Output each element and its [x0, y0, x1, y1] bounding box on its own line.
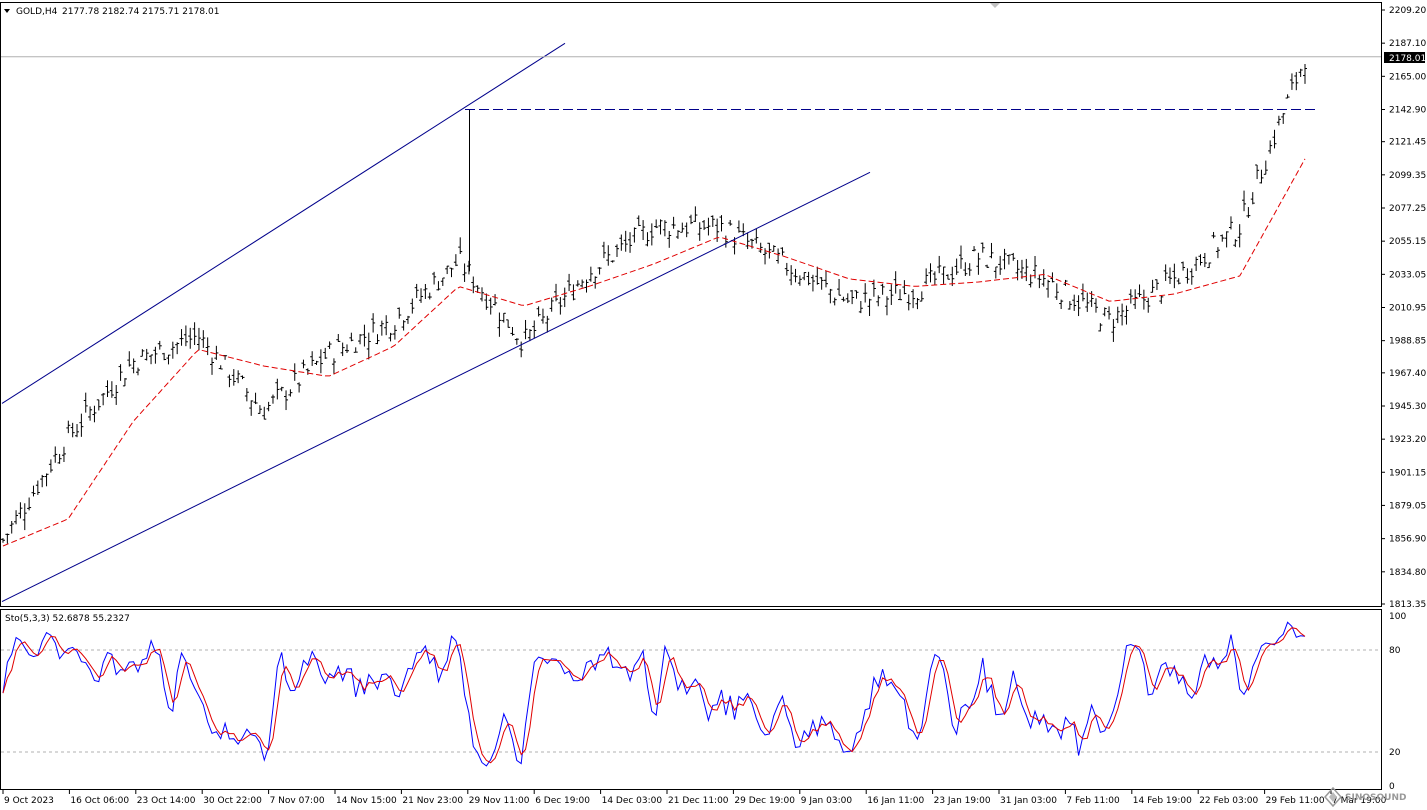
price-tick-label: 1879.05: [1389, 501, 1426, 511]
stochastic-axis-label: 100: [1389, 612, 1406, 622]
time-tick-label: 21 Nov 23:00: [402, 796, 463, 806]
time-tick-label: 6 Dec 19:00: [535, 796, 590, 806]
time-axis[interactable]: 9 Oct 2023 16 Oct 06:00 23 Oct 14:00 30 Oct…: [2, 789, 1387, 806]
price-tick-label: 1988.85: [1389, 337, 1426, 347]
symbol-dropdown-icon[interactable]: [4, 9, 10, 13]
ohlc-readout: 2177.78 2182.74 2175.71 2178.01: [62, 7, 219, 17]
time-tick-label: 9 Oct 2023: [4, 796, 54, 806]
price-tick-label: 2077.25: [1389, 204, 1426, 214]
time-tick-label: 14 Dec 03:00: [602, 796, 663, 806]
time-tick-label: 30 Oct 22:00: [203, 796, 262, 806]
price-tick-label: 1856.90: [1389, 535, 1426, 545]
stochastic-axis-label: 80: [1389, 646, 1401, 656]
price-tick-label: 2055.15: [1389, 237, 1426, 247]
time-tick-label: 29 Nov 11:00: [469, 796, 530, 806]
price-tick-label: 2142.90: [1389, 105, 1426, 115]
time-tick-label: 9 Jan 03:00: [801, 796, 853, 806]
stochastic-pane-frame: [0, 609, 1382, 790]
stochastic-axis-label: 20: [1389, 748, 1401, 758]
current-price-tag-bg: [1384, 52, 1425, 63]
watermark: SINOSOUND: [1323, 786, 1406, 808]
time-tick-label: 29 Feb 11:00: [1266, 796, 1325, 806]
time-tick-label: 22 Feb 03:00: [1199, 796, 1258, 806]
stochastic-axis-label: 0: [1389, 782, 1395, 792]
price-tick-label: 1901.15: [1389, 468, 1426, 478]
price-tick-label: 1945.30: [1389, 402, 1426, 412]
time-tick-label: 7 Mar 19:00: [1332, 796, 1387, 806]
moving-average-line: [2, 158, 1306, 547]
diamond-logo-icon: [1323, 786, 1343, 808]
time-tick-label: 31 Jan 03:00: [1000, 796, 1057, 806]
time-tick-label: 16 Oct 06:00: [70, 796, 129, 806]
time-tick-label: 21 Dec 11:00: [668, 796, 729, 806]
channel-line-upper: [1, 42, 566, 404]
price-tick-label: 1967.40: [1389, 369, 1426, 379]
watermark-text: SINOSOUND: [1345, 793, 1406, 803]
price-tick-label: 1834.80: [1389, 568, 1426, 578]
price-axis[interactable]: 2209.20 2187.10 2165.00 2142.90 2121.45 2099.…: [1381, 6, 1426, 610]
price-tick-label: 1813.35: [1389, 600, 1426, 610]
stochastic-main-line: [2, 621, 1306, 767]
price-tick-label: 2099.35: [1389, 171, 1426, 181]
stochastic-series: 100 80 20 0: [1, 612, 1406, 792]
time-tick-label: 7 Feb 11:00: [1066, 796, 1120, 806]
price-tick-label: 2033.05: [1389, 270, 1426, 280]
stochastic-signal-line: [2, 627, 1306, 764]
time-tick-label: 16 Jan 11:00: [867, 796, 924, 806]
price-tick-label: 2121.45: [1389, 138, 1426, 148]
time-tick-label: 14 Feb 19:00: [1133, 796, 1192, 806]
main-pane-frame: [0, 2, 1382, 607]
price-tick-label: 1923.20: [1389, 435, 1426, 445]
current-price-tag: 2178.01: [1389, 54, 1426, 64]
time-tick-label: 14 Nov 15:00: [336, 796, 397, 806]
time-tick-label: 23 Oct 14:00: [137, 796, 196, 806]
price-tick-label: 2209.20: [1389, 6, 1426, 16]
chart-overlays: [1, 42, 1381, 602]
shift-marker-icon[interactable]: [990, 3, 1000, 8]
price-tick-label: 2165.00: [1389, 72, 1426, 82]
time-tick-label: 23 Jan 19:00: [934, 796, 991, 806]
candlestick-series: [1, 63, 1307, 544]
price-tick-label: 2187.10: [1389, 39, 1426, 49]
time-tick-label: 29 Dec 19:00: [734, 796, 795, 806]
price-tick-label: 2010.95: [1389, 303, 1426, 313]
symbol-label: GOLD,H4: [16, 7, 58, 17]
channel-line-lower: [1, 171, 871, 602]
time-tick-label: 7 Nov 07:00: [270, 796, 325, 806]
stochastic-label: Sto(5,3,3) 52.6878 55.2327: [5, 614, 130, 624]
